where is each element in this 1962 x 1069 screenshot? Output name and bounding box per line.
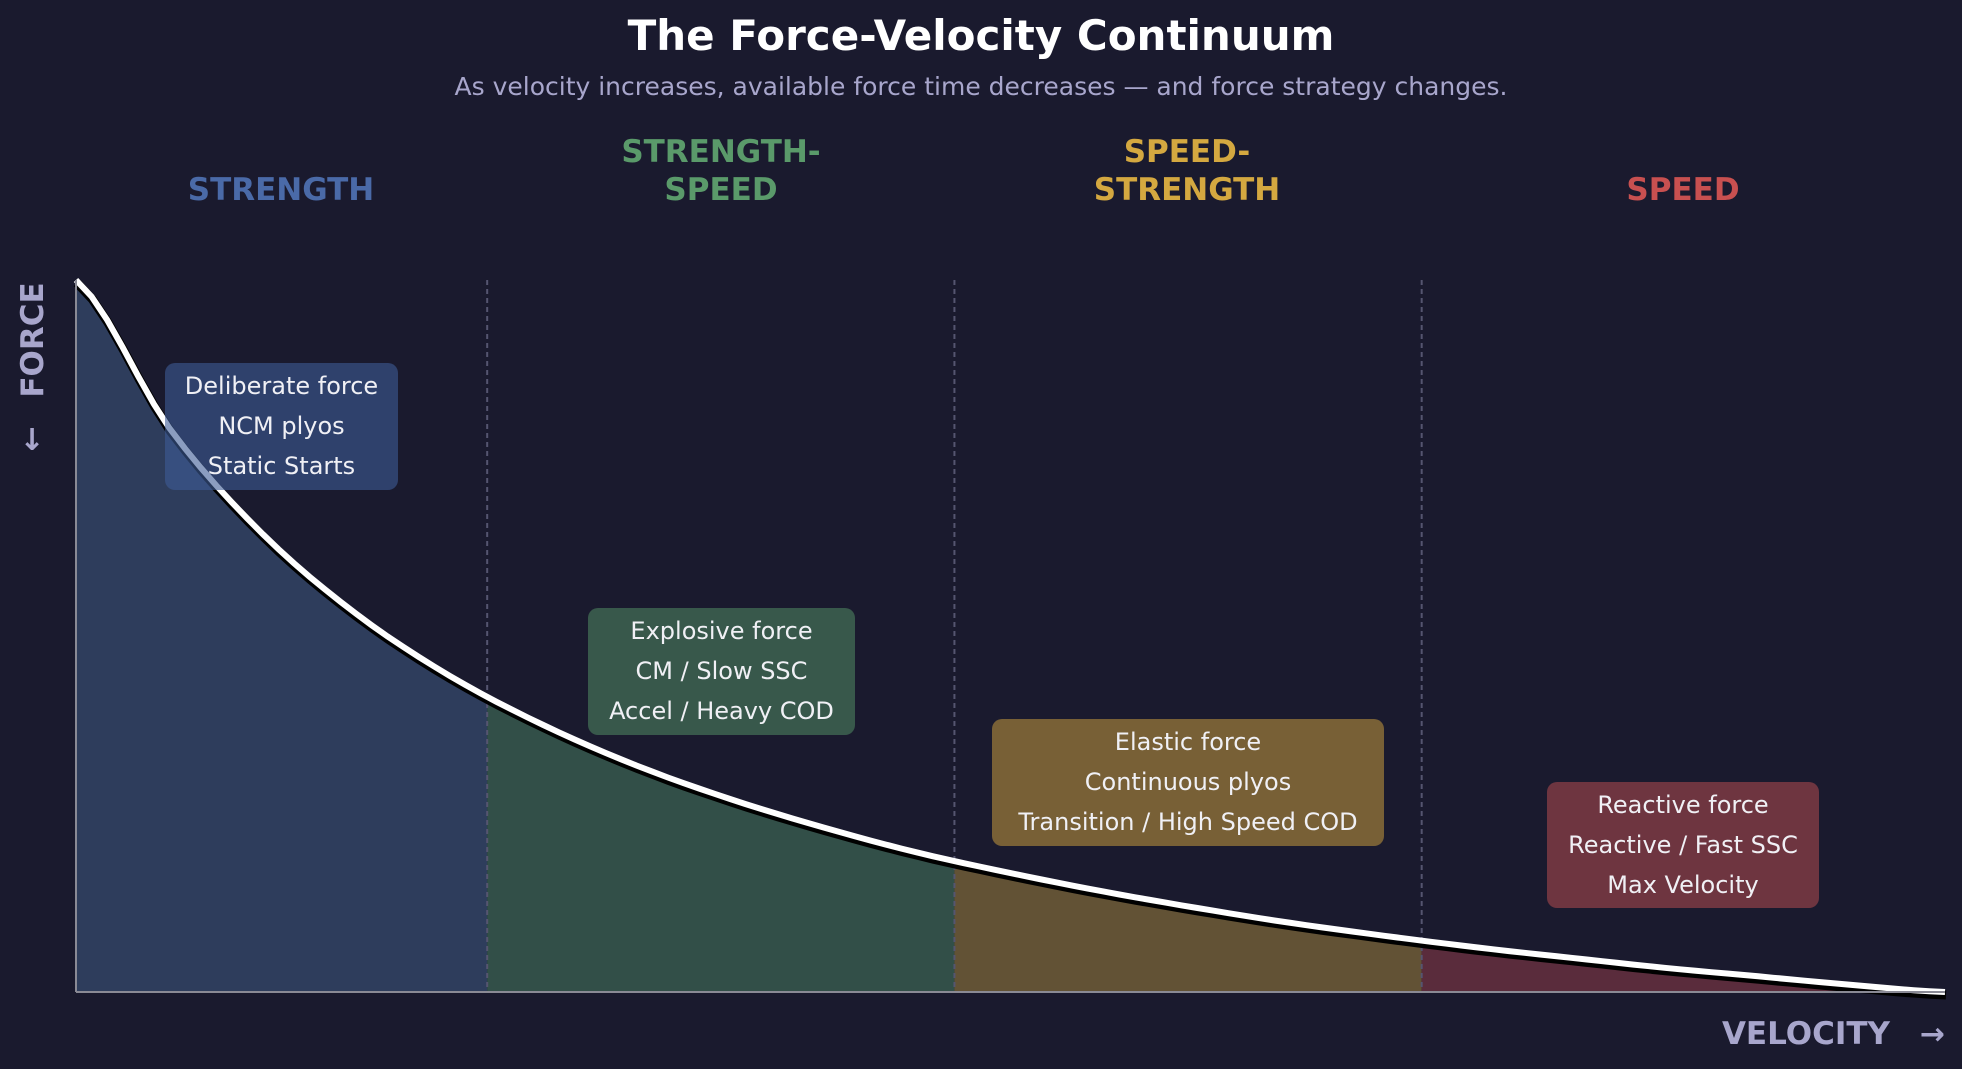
zone-label: STRENGTH- xyxy=(621,134,820,170)
zone-description-box xyxy=(165,363,398,490)
zone-description-line: Elastic force xyxy=(1115,728,1261,756)
zone-description-box xyxy=(992,719,1384,846)
y-axis-label: FORCE xyxy=(15,282,51,397)
zone-description-line: NCM plyos xyxy=(218,412,344,440)
zone-description-line: Deliberate force xyxy=(185,372,378,400)
zone-description-line: Reactive force xyxy=(1597,791,1768,819)
zone-description-line: Transition / High Speed COD xyxy=(1017,808,1357,836)
zone-label: SPEED xyxy=(1626,172,1739,208)
zone-description-line: Max Velocity xyxy=(1607,871,1758,899)
zone-description-box xyxy=(588,608,855,735)
zone-label: SPEED- xyxy=(1124,134,1251,170)
x-axis-arrow: → xyxy=(1920,1017,1945,1052)
zone-description-line: Accel / Heavy COD xyxy=(609,697,834,725)
zone-description-box xyxy=(1547,782,1819,908)
chart-title: The Force-Velocity Continuum xyxy=(628,11,1335,60)
zone-label: STRENGTH xyxy=(188,172,374,208)
zone-description-line: Continuous plyos xyxy=(1085,768,1291,796)
x-axis-label: VELOCITY xyxy=(1722,1016,1891,1052)
zone-description-line: Reactive / Fast SSC xyxy=(1568,831,1798,859)
zone-area-1 xyxy=(487,696,955,992)
zone-area-3 xyxy=(1421,940,1945,992)
zone-description-line: Static Starts xyxy=(208,452,355,480)
zone-label: SPEED xyxy=(664,172,777,208)
y-axis-arrow: ↓ xyxy=(19,423,44,458)
zone-area-2 xyxy=(954,861,1422,992)
zone-description-line: Explosive force xyxy=(630,617,812,645)
chart-subtitle: As velocity increases, available force t… xyxy=(455,72,1508,101)
force-velocity-curve xyxy=(73,277,1946,995)
zone-description-line: CM / Slow SSC xyxy=(636,657,808,685)
zone-label: STRENGTH xyxy=(1094,172,1280,208)
